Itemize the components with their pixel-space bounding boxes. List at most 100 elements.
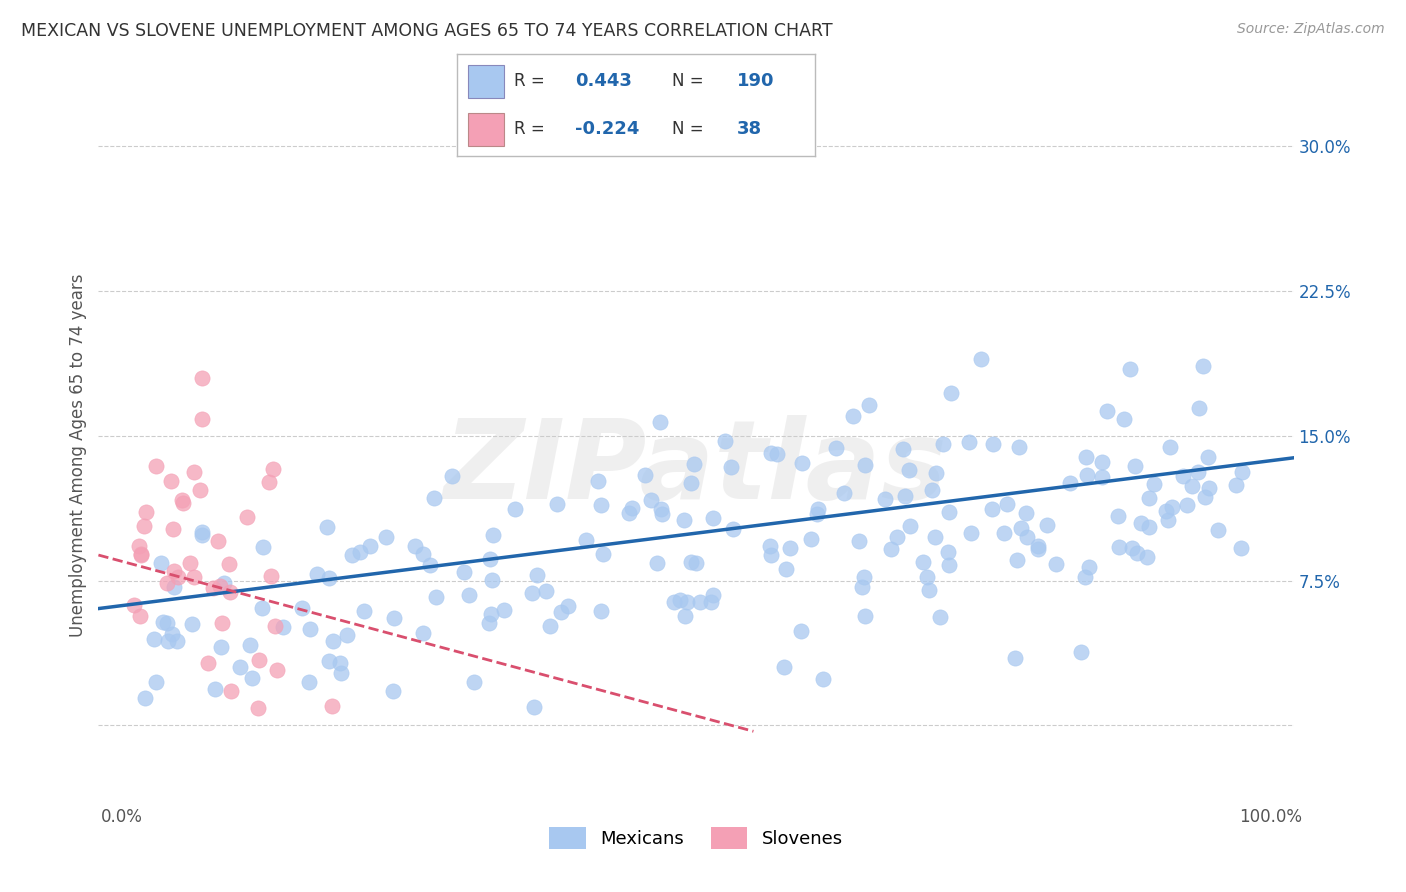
Point	[1026, 541, 1049, 556]
Point	[1159, 441, 1181, 455]
Point	[132, 519, 155, 533]
Point	[157, 634, 180, 648]
Point	[1017, 530, 1039, 544]
Point	[759, 548, 782, 562]
Point	[129, 547, 152, 561]
Point	[479, 607, 502, 621]
Point	[145, 675, 167, 690]
Point	[1118, 361, 1140, 376]
Point	[1171, 469, 1194, 483]
Point	[938, 558, 960, 573]
Point	[759, 539, 782, 553]
Point	[263, 619, 285, 633]
Point	[1015, 506, 1038, 520]
Point	[851, 580, 873, 594]
Point	[197, 657, 219, 671]
Point	[219, 584, 242, 599]
Point	[645, 556, 668, 570]
Point	[650, 415, 672, 429]
Point	[188, 483, 211, 497]
Point	[315, 520, 337, 534]
Point	[128, 608, 150, 623]
Point	[981, 437, 1004, 451]
Point	[412, 626, 434, 640]
Point	[1156, 503, 1178, 517]
Point	[482, 528, 505, 542]
Point	[970, 352, 993, 367]
Point	[702, 588, 724, 602]
Point	[191, 370, 214, 384]
Point	[679, 555, 702, 569]
Text: R =: R =	[515, 120, 550, 138]
Point	[190, 528, 212, 542]
Point	[523, 700, 546, 714]
Point	[832, 486, 855, 500]
Point	[1194, 490, 1216, 504]
Point	[291, 600, 314, 615]
Point	[1076, 468, 1098, 483]
Point	[811, 672, 834, 686]
Point	[207, 534, 229, 549]
Point	[592, 547, 614, 561]
Point	[779, 541, 801, 555]
Point	[252, 540, 274, 554]
Text: -0.224: -0.224	[575, 120, 640, 138]
Point	[145, 459, 167, 474]
Point	[526, 567, 548, 582]
Point	[898, 519, 921, 533]
Point	[842, 409, 865, 423]
Point	[503, 502, 526, 516]
Point	[536, 583, 558, 598]
Point	[557, 599, 579, 614]
Point	[478, 552, 501, 566]
Point	[1074, 450, 1097, 464]
Point	[423, 491, 446, 505]
Point	[825, 441, 848, 455]
Point	[166, 570, 188, 584]
Point	[981, 502, 1004, 516]
Point	[775, 562, 797, 576]
Point	[591, 498, 613, 512]
Point	[1078, 560, 1101, 574]
Point	[359, 539, 381, 553]
Point	[1123, 459, 1146, 474]
Point	[349, 545, 371, 559]
Point	[880, 542, 903, 557]
Point	[800, 532, 823, 546]
Point	[322, 634, 344, 648]
Point	[938, 505, 960, 519]
Point	[382, 611, 405, 625]
Bar	[468, 65, 503, 97]
Point	[246, 700, 269, 714]
Point	[1130, 516, 1153, 531]
Point	[720, 460, 742, 475]
Point	[340, 548, 363, 562]
Text: Source: ZipAtlas.com: Source: ZipAtlas.com	[1237, 22, 1385, 37]
Point	[538, 619, 561, 633]
Point	[1095, 404, 1118, 418]
Point	[172, 492, 194, 507]
Point	[911, 555, 934, 569]
Point	[853, 458, 876, 472]
Point	[918, 583, 941, 598]
Point	[702, 511, 724, 525]
Point	[651, 507, 673, 521]
Point	[993, 526, 1015, 541]
Point	[806, 507, 828, 521]
Point	[699, 594, 721, 608]
Point	[689, 595, 711, 609]
Point	[191, 525, 214, 540]
Point	[1108, 541, 1130, 555]
Point	[183, 570, 205, 584]
Point	[995, 497, 1018, 511]
Point	[886, 530, 908, 544]
Point	[162, 522, 184, 536]
Point	[621, 501, 644, 516]
Point	[212, 576, 235, 591]
Point	[721, 523, 744, 537]
Point	[1157, 513, 1180, 527]
Y-axis label: Unemployment Among Ages 65 to 74 years: Unemployment Among Ages 65 to 74 years	[69, 273, 87, 637]
Point	[156, 615, 179, 630]
Text: N =: N =	[672, 120, 709, 138]
Point	[1137, 520, 1160, 534]
